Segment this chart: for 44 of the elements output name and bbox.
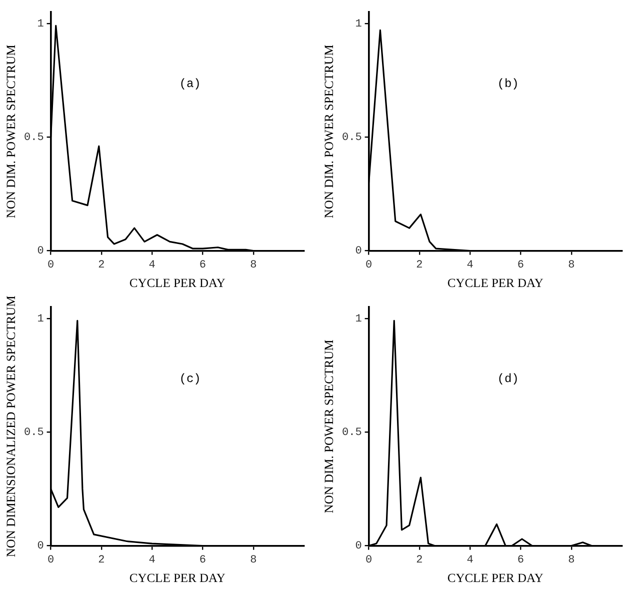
x-tick-label: 8 — [250, 554, 257, 566]
x-tick-label: 0 — [48, 554, 54, 566]
annotation: (a) — [179, 76, 201, 91]
y-axis-title: NON DIMENSIONALIZED POWER SPECTRUM — [4, 296, 18, 558]
x-tick-label: 4 — [148, 554, 156, 566]
annotation: (c) — [179, 372, 201, 386]
y-axis-title: NON DIM. POWER SPECTRUM — [4, 44, 18, 218]
annotation: (b) — [497, 76, 519, 91]
x-tick-label: 8 — [568, 259, 575, 272]
x-tick-label: 6 — [517, 554, 524, 566]
x-tick-label: 4 — [148, 259, 156, 272]
x-tick-label: 2 — [98, 259, 105, 272]
y-tick-label: 1 — [37, 313, 44, 326]
x-tick-label: 4 — [466, 554, 474, 566]
x-axis-title: CYCLE PER DAY — [447, 570, 544, 585]
y-tick-label: 0.5 — [342, 132, 362, 144]
x-tick-label: 4 — [466, 259, 474, 272]
y-tick-label: 0 — [355, 540, 362, 553]
x-axis-title: CYCLE PER DAY — [129, 570, 226, 585]
x-tick-label: 2 — [416, 554, 423, 566]
x-tick-label: 0 — [366, 554, 372, 566]
y-axis-title: NON DIM. POWER SPECTRUM — [322, 44, 336, 218]
x-tick-label: 6 — [199, 259, 206, 272]
x-tick-label: 0 — [48, 259, 54, 272]
x-axis-title: CYCLE PER DAY — [447, 276, 544, 290]
x-tick-label: 6 — [199, 554, 206, 566]
x-tick-label: 2 — [416, 259, 423, 272]
y-tick-label: 0.5 — [24, 132, 44, 144]
y-tick-label: 0 — [37, 246, 44, 258]
x-tick-label: 0 — [366, 259, 372, 272]
annotation: (d) — [497, 372, 519, 386]
y-tick-label: 1 — [355, 18, 362, 30]
y-tick-label: 1 — [355, 313, 362, 326]
x-tick-label: 6 — [517, 259, 524, 272]
y-tick-label: 1 — [37, 18, 44, 30]
x-tick-label: 8 — [250, 259, 257, 272]
x-tick-label: 8 — [568, 554, 575, 566]
y-axis-title: NON DIM. POWER SPECTRUM — [322, 340, 336, 514]
x-tick-label: 2 — [98, 554, 105, 566]
y-tick-label: 0.5 — [342, 426, 362, 439]
y-tick-label: 0 — [355, 246, 362, 258]
y-tick-label: 0.5 — [24, 426, 44, 439]
y-tick-label: 0 — [37, 540, 44, 553]
x-axis-title: CYCLE PER DAY — [129, 276, 226, 290]
